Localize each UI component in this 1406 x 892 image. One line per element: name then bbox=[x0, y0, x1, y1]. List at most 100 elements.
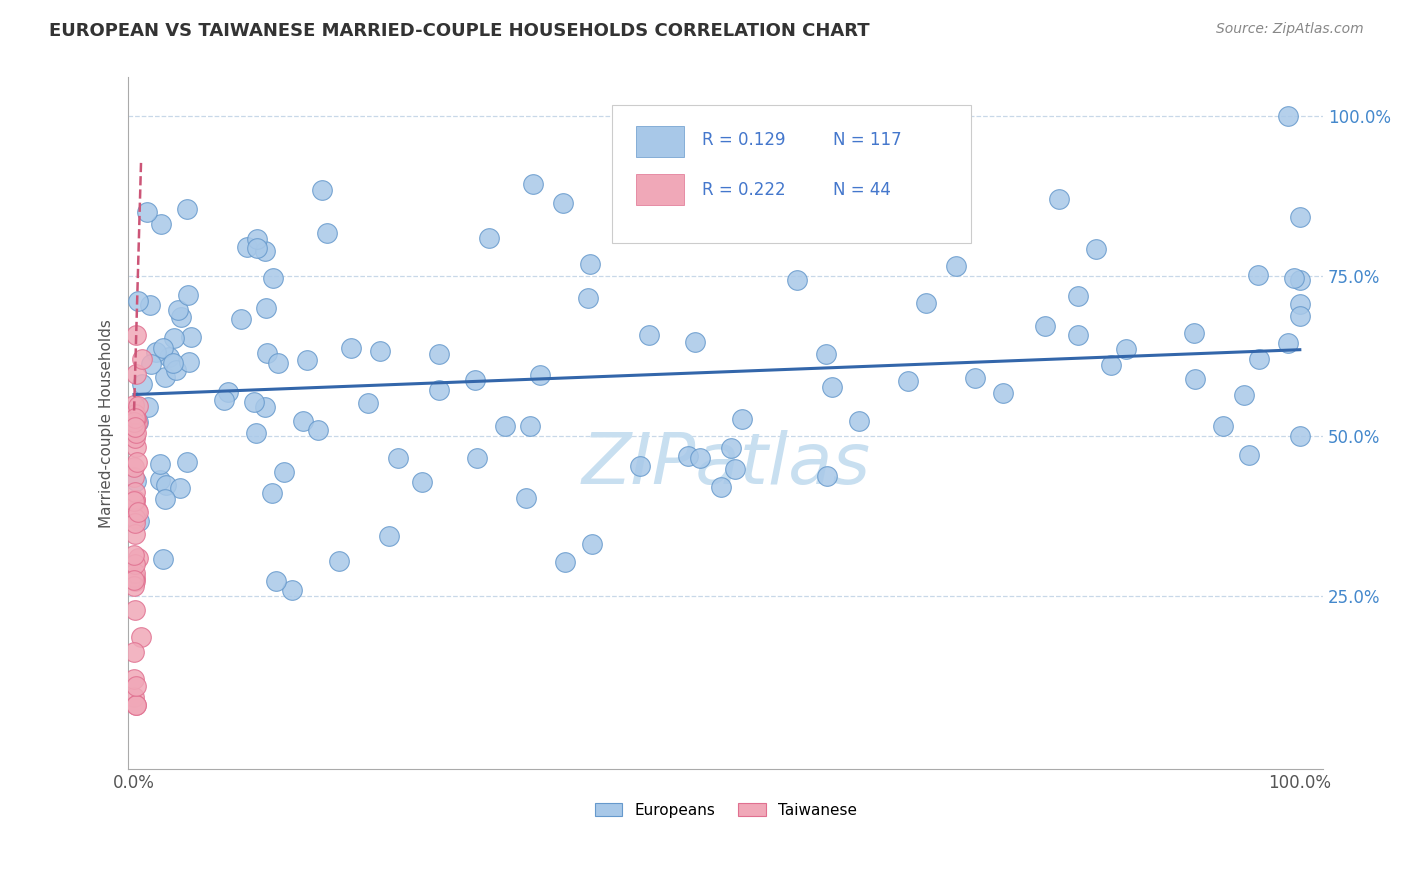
Point bbox=[292, 414, 315, 428]
Point bbox=[125, 411, 148, 425]
Point bbox=[135, 205, 157, 219]
Point bbox=[124, 493, 146, 508]
Point bbox=[125, 502, 148, 516]
Point bbox=[124, 492, 146, 507]
Bar bbox=[636, 126, 683, 157]
Point bbox=[229, 312, 252, 326]
Point bbox=[165, 363, 187, 377]
Point bbox=[124, 407, 146, 421]
Point bbox=[139, 357, 162, 371]
Point bbox=[131, 377, 153, 392]
Point bbox=[340, 342, 363, 356]
Point bbox=[637, 327, 659, 342]
Point bbox=[124, 679, 146, 693]
Point bbox=[1277, 336, 1299, 351]
Point bbox=[152, 341, 174, 355]
Point bbox=[1066, 289, 1088, 303]
Point bbox=[554, 555, 576, 569]
Point bbox=[311, 183, 333, 197]
Point bbox=[1288, 210, 1310, 224]
Point bbox=[1212, 419, 1234, 434]
Point bbox=[1067, 327, 1090, 342]
Point bbox=[124, 527, 146, 541]
Point bbox=[1237, 448, 1260, 462]
Point bbox=[689, 450, 711, 465]
Point bbox=[124, 411, 146, 425]
Point bbox=[821, 379, 844, 393]
Bar bbox=[636, 174, 683, 205]
Point bbox=[124, 603, 146, 617]
Text: N = 44: N = 44 bbox=[834, 180, 891, 199]
Point bbox=[579, 256, 602, 270]
Text: R = 0.129: R = 0.129 bbox=[702, 131, 786, 149]
Point bbox=[122, 573, 145, 587]
Point bbox=[122, 645, 145, 659]
Legend: Europeans, Taiwanese: Europeans, Taiwanese bbox=[589, 797, 863, 824]
Point bbox=[254, 301, 277, 315]
Point bbox=[124, 673, 146, 687]
Point bbox=[127, 505, 149, 519]
Point bbox=[897, 374, 920, 388]
Point bbox=[720, 441, 742, 455]
Point bbox=[124, 504, 146, 518]
Point bbox=[176, 202, 198, 216]
Point bbox=[124, 511, 146, 525]
Point bbox=[710, 480, 733, 494]
Point bbox=[1182, 326, 1205, 340]
Point bbox=[683, 335, 706, 350]
Point bbox=[328, 554, 350, 568]
Point bbox=[122, 416, 145, 430]
Point bbox=[125, 454, 148, 468]
Point bbox=[124, 574, 146, 588]
Point bbox=[1084, 242, 1107, 256]
Point bbox=[124, 328, 146, 343]
Point bbox=[124, 420, 146, 434]
Point bbox=[124, 485, 146, 500]
Point bbox=[212, 393, 235, 408]
Point bbox=[145, 344, 167, 359]
Text: R = 0.222: R = 0.222 bbox=[702, 180, 786, 199]
Point bbox=[515, 491, 537, 505]
Point bbox=[494, 418, 516, 433]
Point bbox=[127, 294, 149, 309]
Point bbox=[256, 346, 278, 360]
Point bbox=[128, 514, 150, 528]
Point bbox=[179, 355, 201, 369]
Point bbox=[122, 549, 145, 563]
Point bbox=[991, 386, 1014, 401]
Point bbox=[157, 351, 180, 365]
Point bbox=[136, 400, 159, 414]
Point bbox=[368, 344, 391, 359]
Point bbox=[1233, 387, 1256, 401]
Point bbox=[723, 461, 745, 475]
Point bbox=[387, 451, 409, 466]
Text: Source: ZipAtlas.com: Source: ZipAtlas.com bbox=[1216, 22, 1364, 37]
Point bbox=[180, 330, 202, 344]
Point bbox=[356, 396, 378, 410]
Point bbox=[170, 310, 193, 325]
Point bbox=[467, 451, 489, 466]
Point bbox=[427, 383, 450, 397]
Point bbox=[122, 459, 145, 474]
Point bbox=[264, 574, 287, 588]
Point bbox=[553, 196, 575, 211]
FancyBboxPatch shape bbox=[612, 105, 970, 244]
Point bbox=[478, 231, 501, 245]
Point bbox=[162, 356, 184, 370]
Point bbox=[848, 414, 870, 428]
Point bbox=[1282, 270, 1305, 285]
Point bbox=[122, 570, 145, 584]
Point bbox=[246, 241, 269, 255]
Point bbox=[124, 516, 146, 530]
Point bbox=[377, 529, 399, 543]
Point bbox=[529, 368, 551, 383]
Point bbox=[149, 458, 172, 472]
Point bbox=[149, 473, 172, 487]
Point bbox=[124, 558, 146, 572]
Point bbox=[127, 399, 149, 413]
Point bbox=[1288, 309, 1310, 323]
Point bbox=[124, 398, 146, 412]
Point bbox=[1247, 352, 1270, 367]
Point bbox=[163, 331, 186, 345]
Point bbox=[1288, 428, 1310, 442]
